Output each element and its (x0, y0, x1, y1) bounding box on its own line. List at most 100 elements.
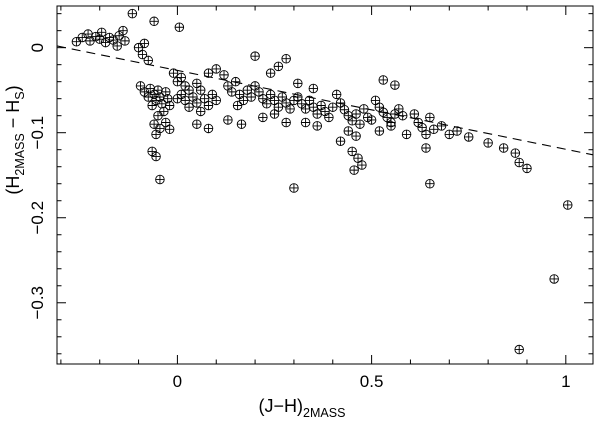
data-point (308, 83, 319, 94)
data-point (234, 89, 245, 100)
data-point (331, 89, 342, 100)
data-point (452, 126, 462, 136)
data-point (281, 53, 291, 64)
data-point (335, 136, 346, 146)
data-point (261, 99, 272, 109)
data-point (108, 35, 119, 45)
data-point (145, 83, 155, 94)
data-point (118, 25, 128, 36)
data-point (312, 109, 322, 119)
y-axis-label: (H2MASS − HS) (3, 85, 27, 194)
data-point (207, 89, 218, 100)
data-point (147, 100, 157, 111)
data-point (238, 95, 249, 106)
data-point (211, 95, 221, 106)
data-point (96, 27, 107, 38)
data-point (188, 92, 198, 102)
data-point (236, 119, 247, 129)
data-point (463, 132, 474, 142)
data-point (223, 81, 233, 91)
data-point (258, 112, 268, 123)
data-point (397, 110, 408, 121)
data-point (293, 78, 303, 89)
data-point (176, 72, 187, 83)
data-point (510, 148, 521, 158)
data-point (366, 115, 377, 125)
data-point (324, 112, 334, 123)
data-point (351, 109, 361, 119)
data-point (139, 38, 150, 49)
data-point (425, 112, 435, 123)
data-point (483, 138, 493, 148)
data-point (312, 121, 322, 131)
data-point (246, 92, 256, 102)
data-point (195, 106, 206, 117)
data-point (436, 121, 447, 131)
data-point (300, 117, 311, 128)
data-point (143, 55, 154, 66)
data-point (269, 109, 280, 119)
y-tick-label: 0 (28, 43, 47, 52)
data-point (273, 61, 284, 72)
data-point (374, 126, 385, 136)
data-point (223, 115, 233, 125)
data-point (250, 51, 260, 61)
data-point (378, 75, 389, 85)
data-point (192, 98, 202, 108)
data-point (289, 183, 299, 193)
data-point (444, 129, 455, 140)
data-point (232, 100, 243, 111)
data-point (549, 274, 559, 284)
data-point (357, 160, 367, 170)
data-point (514, 344, 524, 355)
data-point (320, 106, 330, 117)
x-ticks (60, 6, 567, 364)
y-tick-label: −0.2 (28, 201, 47, 235)
y-ticks (57, 13, 593, 355)
x-tick-label: 0 (173, 372, 182, 391)
data-point (176, 89, 187, 100)
data-point (265, 68, 276, 78)
data-point (155, 174, 165, 185)
data-point (195, 85, 206, 95)
data-point (285, 104, 295, 114)
data-point (300, 104, 311, 114)
data-point (421, 129, 431, 140)
data-point (355, 119, 365, 129)
data-point (265, 89, 276, 100)
data-point (127, 8, 138, 19)
data-point (203, 68, 214, 78)
data-point (250, 81, 260, 91)
data-point (203, 100, 214, 111)
data-point (390, 80, 400, 90)
data-point (219, 70, 229, 80)
y-tick-label: −0.3 (28, 286, 47, 320)
data-point (151, 151, 161, 162)
data-point (347, 146, 357, 157)
data-point (401, 129, 412, 140)
y-tick-label: −0.1 (28, 116, 47, 150)
data-point (343, 126, 354, 136)
data-point (164, 100, 175, 111)
data-point (184, 102, 194, 112)
data-point (409, 109, 420, 119)
data-point (149, 119, 159, 129)
data-point (164, 124, 175, 135)
data-point (227, 87, 237, 97)
data-point (85, 36, 95, 46)
data-point (359, 104, 369, 114)
data-point (112, 41, 122, 51)
data-point (157, 99, 167, 109)
data-point (316, 100, 326, 111)
data-point (120, 36, 130, 46)
data-point (514, 157, 524, 168)
data-point (351, 131, 361, 141)
data-point (135, 81, 146, 91)
data-point (281, 117, 291, 128)
x-tick-label: 1 (561, 372, 570, 391)
data-point (328, 102, 338, 112)
data-point (71, 36, 82, 47)
x-tick-label: 0.5 (360, 372, 384, 391)
data-point (563, 200, 573, 210)
